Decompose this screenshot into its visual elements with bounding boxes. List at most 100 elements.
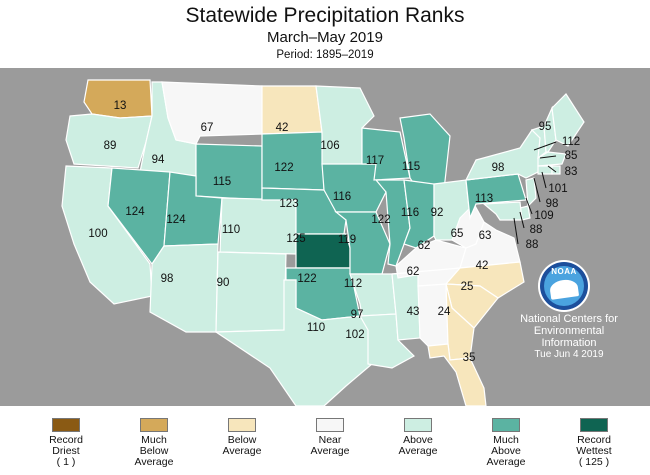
callout-line bbox=[547, 165, 557, 173]
ncei-line1: National Centers for bbox=[520, 313, 618, 325]
legend-item-near: Near Average bbox=[288, 418, 372, 457]
state-rank-mt: 67 bbox=[201, 122, 214, 134]
state-rank-ne: 123 bbox=[279, 198, 298, 210]
noaa-logo-inner bbox=[544, 266, 584, 306]
callout-rank: 83 bbox=[565, 166, 578, 178]
callout-rank: 88 bbox=[526, 239, 539, 251]
legend-label: Much bbox=[493, 434, 519, 446]
legend-swatch bbox=[580, 418, 608, 432]
state-rank-nv: 124 bbox=[125, 206, 145, 218]
state-tx bbox=[214, 279, 373, 406]
state-nd bbox=[261, 85, 323, 135]
state-rank-mn: 106 bbox=[320, 140, 339, 152]
legend-item-much-above: Much Above Average bbox=[464, 418, 548, 468]
state-md bbox=[482, 201, 523, 221]
legend-item-record-driest: Record Driest( 1 ) bbox=[24, 418, 108, 468]
legend-label: Above bbox=[491, 445, 521, 457]
state-rank-wv: 65 bbox=[451, 228, 464, 240]
state-rank-tn: 62 bbox=[407, 266, 420, 278]
state-rank-ar: 112 bbox=[344, 278, 362, 290]
legend-swatch bbox=[404, 418, 432, 432]
state-rank-fl: 35 bbox=[463, 352, 476, 364]
legend-label: Much bbox=[141, 434, 167, 446]
state-rank-oh: 92 bbox=[431, 207, 444, 219]
state-rank-la: 102 bbox=[345, 329, 364, 341]
state-rank-va: 63 bbox=[479, 230, 492, 242]
state-rank-mo: 119 bbox=[338, 234, 356, 246]
title-block: Statewide Precipitation Ranks March–May … bbox=[0, 0, 650, 63]
state-wy bbox=[195, 143, 263, 201]
legend: Record Driest( 1 ) Much Below Average Below Av… bbox=[0, 410, 650, 475]
state-rank-id: 94 bbox=[152, 154, 165, 166]
callout-line bbox=[533, 177, 541, 203]
callout-line bbox=[533, 141, 557, 151]
callout-line bbox=[539, 155, 557, 159]
legend-label: Below bbox=[139, 445, 169, 457]
state-rank-ky: 62 bbox=[418, 240, 431, 252]
state-sd bbox=[261, 131, 325, 191]
legend-item-above: Above Average bbox=[376, 418, 460, 457]
legend-label: Above bbox=[403, 434, 433, 446]
state-rank-ok: 122 bbox=[297, 273, 316, 285]
state-rank-wi: 117 bbox=[366, 155, 384, 167]
state-rank-ut: 124 bbox=[166, 214, 186, 226]
callout-line bbox=[513, 217, 519, 245]
legend-label: Record bbox=[577, 434, 611, 446]
legend-label: Wettest bbox=[576, 445, 612, 457]
state-rank-nc: 42 bbox=[476, 260, 489, 272]
state-nm bbox=[215, 251, 287, 333]
noaa-bird-icon bbox=[548, 278, 580, 300]
state-nj bbox=[525, 177, 537, 208]
state-rank-mi: 115 bbox=[402, 161, 420, 173]
state-rank-in: 116 bbox=[401, 207, 419, 219]
state-rank-ny: 98 bbox=[492, 162, 505, 174]
state-rank-pa: 113 bbox=[475, 193, 493, 205]
ncei-line2: Environmental bbox=[533, 325, 605, 337]
legend-label: Average bbox=[134, 456, 174, 468]
legend-swatch bbox=[492, 418, 520, 432]
callout-rank: 98 bbox=[546, 198, 559, 210]
state-wi bbox=[361, 127, 411, 181]
legend-item-below: Below Average bbox=[200, 418, 284, 457]
callout-rank: 85 bbox=[565, 150, 578, 162]
state-rank-me: 95 bbox=[539, 121, 552, 133]
state-rank-il: 122 bbox=[371, 214, 390, 226]
state-rank-nd: 42 bbox=[276, 122, 289, 134]
state-wa bbox=[83, 79, 153, 119]
state-rank-ga: 24 bbox=[438, 306, 451, 318]
legend-label: ( 125 ) bbox=[578, 456, 610, 468]
legend-label: Average bbox=[222, 445, 262, 457]
period-label: Period: 1895–2019 bbox=[276, 49, 374, 61]
callout-line bbox=[541, 171, 547, 189]
legend-label: ( 1 ) bbox=[56, 456, 76, 468]
legend-item-much-below: Much Below Average bbox=[112, 418, 196, 468]
state-fl bbox=[427, 343, 487, 406]
legend-label: Near bbox=[318, 434, 342, 446]
callout-rank: 88 bbox=[530, 224, 543, 236]
state-me bbox=[551, 93, 585, 147]
state-rank-al: 43 bbox=[407, 306, 420, 318]
ncei-date: Tue Jun 4 2019 bbox=[534, 349, 604, 360]
callout-line bbox=[525, 197, 533, 215]
legend-swatch bbox=[316, 418, 344, 432]
legend-item-record-wettest: Record Wettest( 125 ) bbox=[552, 418, 636, 468]
state-mt bbox=[161, 81, 263, 145]
noaa-logo: NOAA bbox=[540, 262, 588, 310]
legend-label: Record bbox=[49, 434, 83, 446]
state-rank-ks: 125 bbox=[286, 233, 305, 245]
ncei-line3: Information bbox=[541, 337, 597, 349]
state-rank-wa: 13 bbox=[114, 100, 127, 112]
state-rank-az: 98 bbox=[161, 273, 174, 285]
state-rank-tx: 110 bbox=[307, 322, 325, 334]
state-az bbox=[149, 243, 219, 333]
callout-rank: 101 bbox=[548, 183, 567, 195]
legend-label: Average bbox=[486, 456, 526, 468]
state-rank-ms: 97 bbox=[351, 309, 364, 321]
state-rank-nm: 90 bbox=[217, 277, 230, 289]
legend-label: Average bbox=[398, 445, 438, 457]
ncei-credit: National Centers for Environmental Infor… bbox=[506, 313, 632, 361]
callout-rank: 109 bbox=[534, 210, 553, 222]
legend-label: Average bbox=[310, 445, 350, 457]
legend-swatch bbox=[228, 418, 256, 432]
legend-label: Below bbox=[227, 434, 257, 446]
